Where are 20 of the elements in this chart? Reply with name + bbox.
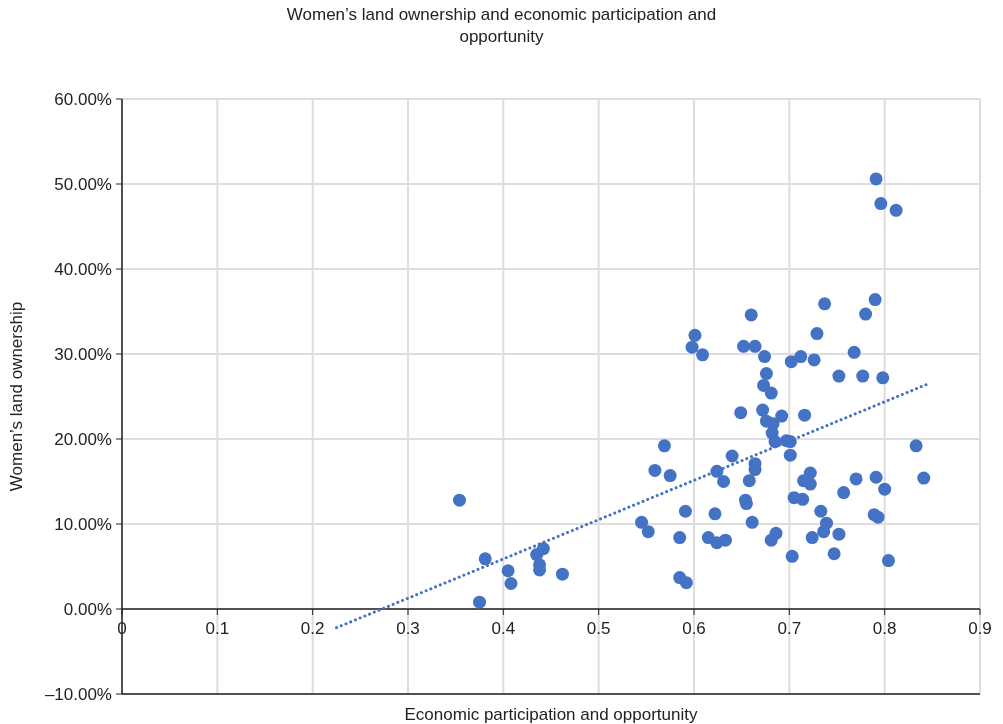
x-axis-title: Economic participation and opportunity (404, 705, 698, 724)
x-tick-label: 0.1 (205, 619, 230, 638)
x-tick-label: 0.6 (682, 619, 706, 638)
y-axis-title: Women’s land ownership (7, 301, 26, 492)
y-tick-label: 50.00% (54, 175, 112, 194)
y-tick-label: 20.00% (54, 430, 112, 449)
x-tick-label: 0.5 (586, 619, 611, 638)
x-tick-label: 0.2 (300, 619, 325, 638)
chart-title: Women’s land ownership and economic participation and opportunity (285, 4, 718, 48)
y-tick-label: 0.00% (63, 600, 112, 619)
x-tick-label: 0.8 (872, 619, 897, 638)
y-tick-label: 10.00% (54, 515, 112, 534)
x-tick-label: 0.7 (777, 619, 802, 638)
x-tick-label: 0.4 (491, 619, 516, 638)
y-tick-label: –10.00% (44, 685, 112, 704)
y-tick-label: 40.00% (54, 260, 112, 279)
x-tick-label: 0.3 (396, 619, 420, 638)
y-tick-label: 60.00% (54, 90, 112, 109)
x-tick-label: 0.9 (968, 619, 992, 638)
y-tick-label: 30.00% (54, 345, 112, 364)
